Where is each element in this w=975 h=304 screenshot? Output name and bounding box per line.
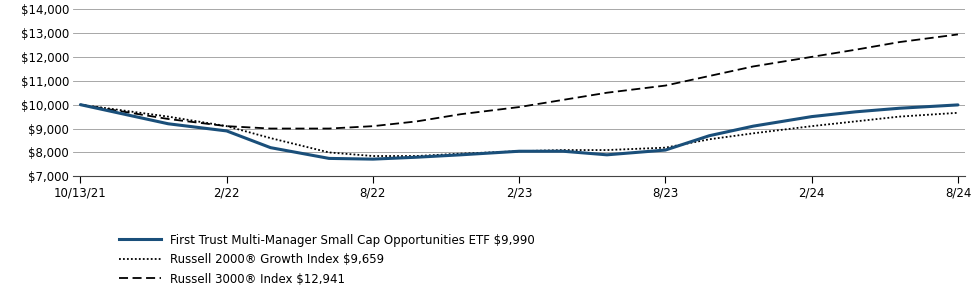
Legend: First Trust Multi-Manager Small Cap Opportunities ETF $9,990, Russell 2000® Grow: First Trust Multi-Manager Small Cap Oppo… (115, 229, 540, 290)
